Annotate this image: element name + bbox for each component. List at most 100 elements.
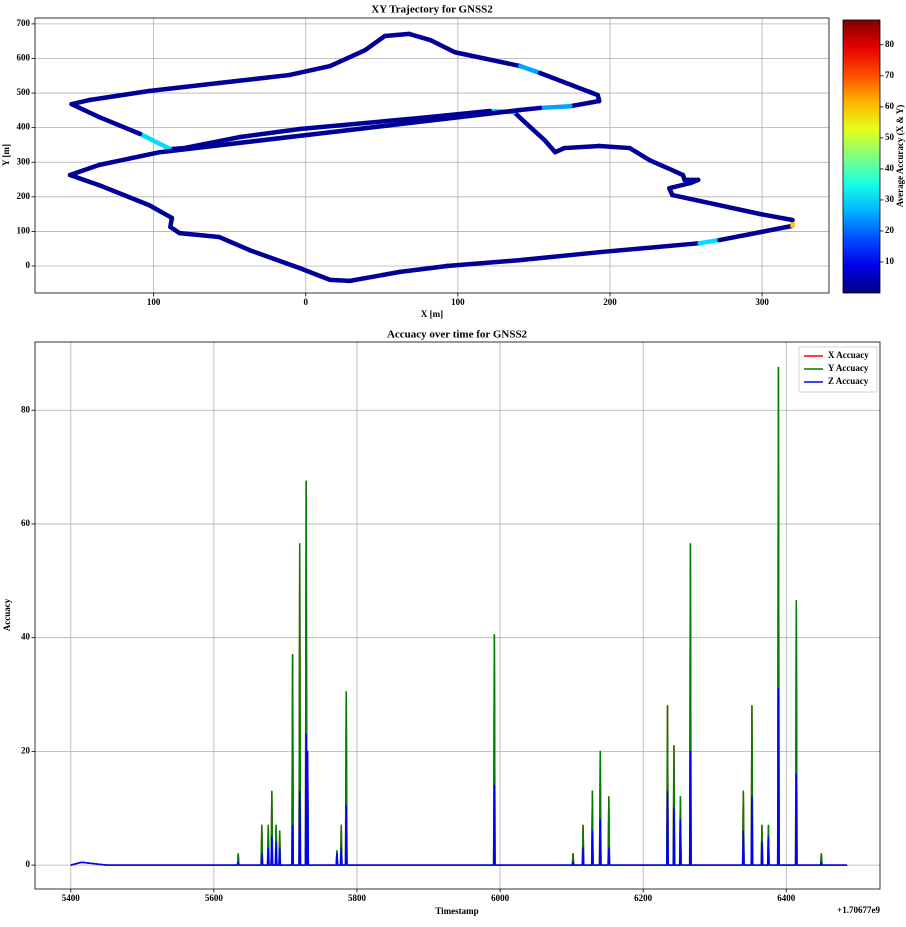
series-line	[70, 366, 848, 866]
trajectory-point	[406, 31, 433, 43]
trajectory-point	[137, 131, 173, 152]
trajectory-point	[542, 137, 558, 155]
trajectory-point	[568, 98, 602, 109]
trajectory-point	[562, 143, 602, 151]
colorbar-tick-label: 50	[885, 132, 895, 142]
x-tick-label: 6200	[634, 893, 653, 903]
chart-title: Accuacy over time for GNSS2	[387, 329, 528, 341]
x-axis-label: X [m]	[421, 309, 443, 319]
trajectory-point	[537, 103, 573, 111]
axes-frame	[34, 341, 881, 890]
trajectory-point	[96, 182, 152, 208]
trajectory-point	[146, 80, 222, 94]
trajectory-point	[327, 47, 368, 69]
trajectory-point	[517, 105, 543, 113]
trajectory-point	[452, 49, 523, 69]
y-tick-label: 300	[17, 156, 31, 166]
y-tick-label: 0	[26, 859, 31, 869]
x-tick-label: 5400	[62, 893, 81, 903]
trajectory-point	[297, 115, 423, 132]
trajectory-point	[69, 101, 102, 120]
trajectory-point	[146, 202, 175, 221]
trajectory-point	[597, 143, 632, 151]
trajectory-point	[758, 223, 795, 235]
legend-label: Y Accuacy	[828, 363, 869, 373]
trajectory-point	[247, 247, 302, 271]
x-tick-label: 6400	[777, 893, 796, 903]
trajectory-point	[67, 162, 102, 178]
legend-label: Z Accuacy	[828, 376, 869, 386]
axes-frame	[34, 17, 830, 294]
trajectory-point	[537, 70, 601, 98]
trajectory-point	[327, 277, 353, 284]
colorbar	[842, 19, 881, 294]
x-offset-label: +1.70677e9	[837, 905, 880, 915]
colorbar-tick-label: 40	[885, 163, 895, 173]
colorbar-label: Average Accuracy (X & Y)	[895, 105, 905, 207]
trajectory-point	[697, 198, 763, 217]
y-tick-label: 500	[17, 87, 31, 97]
trajectory-point	[177, 230, 222, 240]
x-tick-label: 5600	[205, 893, 224, 903]
x-tick-label: 300	[755, 297, 769, 307]
trajectory-point	[87, 88, 152, 103]
x-tick-label: 5800	[348, 893, 367, 903]
legend-label: X Accuacy	[828, 350, 869, 360]
y-axis-label: Y [m]	[1, 144, 11, 166]
trajectory	[67, 31, 795, 284]
y-tick-label: 40	[21, 632, 31, 642]
y-tick-label: 200	[17, 191, 31, 201]
y-axis-label: Accuacy	[2, 598, 12, 631]
trajectory-point	[517, 249, 602, 263]
colorbar-tick-label: 10	[885, 256, 895, 266]
trajectory-point	[511, 109, 528, 125]
y-tick-label: 400	[17, 122, 31, 132]
trajectory-point	[286, 63, 333, 78]
trajectory-point	[67, 172, 102, 188]
trajectory-point	[665, 165, 686, 178]
trajectory-point	[347, 269, 403, 284]
trajectory-point	[216, 234, 252, 253]
trajectory-point	[667, 180, 693, 191]
trajectory-point	[397, 263, 450, 275]
y-tick-label: 20	[21, 745, 31, 755]
lines	[70, 366, 848, 866]
y-tick-label: 600	[17, 53, 31, 63]
trajectory-point	[382, 31, 412, 39]
trajectory-point	[697, 237, 722, 246]
y-tick-label: 60	[21, 518, 31, 528]
trajectory-point	[216, 72, 292, 86]
trajectory-point	[428, 37, 458, 55]
colorbar-tick-label: 20	[885, 225, 895, 235]
y-tick-label: 0	[26, 260, 31, 270]
trajectory-point	[670, 192, 702, 204]
trajectory-point	[647, 157, 671, 171]
x-axis-label: Timestamp	[435, 906, 478, 916]
trajectory-point	[517, 63, 543, 76]
trajectory-point	[522, 119, 547, 143]
colorbar-tick-label: 70	[885, 70, 895, 80]
trajectory-point	[297, 265, 333, 283]
colorbar-tick-label: 30	[885, 194, 895, 204]
x-tick-label: 100	[451, 297, 465, 307]
trajectory-point	[69, 97, 93, 107]
trajectory-point	[444, 257, 523, 269]
y-tick-label: 100	[17, 225, 31, 235]
trajectory-point	[417, 108, 493, 121]
trajectory-point	[627, 145, 652, 163]
colorbar-tick-label: 60	[885, 101, 895, 111]
trajectory-point	[238, 126, 302, 140]
trajectory-point	[597, 240, 702, 255]
x-tick-label: 200	[603, 297, 617, 307]
y-tick-label: 700	[17, 18, 31, 28]
y-tick-label: 80	[21, 404, 31, 414]
x-tick-label: 100	[147, 297, 161, 307]
trajectory-point	[717, 229, 763, 243]
series-line	[70, 688, 848, 866]
trajectory-point	[758, 211, 795, 223]
chart-title: XY Trajectory for GNSS2	[371, 4, 493, 16]
series-line	[70, 366, 848, 866]
x-tick-label: 0	[304, 297, 309, 307]
